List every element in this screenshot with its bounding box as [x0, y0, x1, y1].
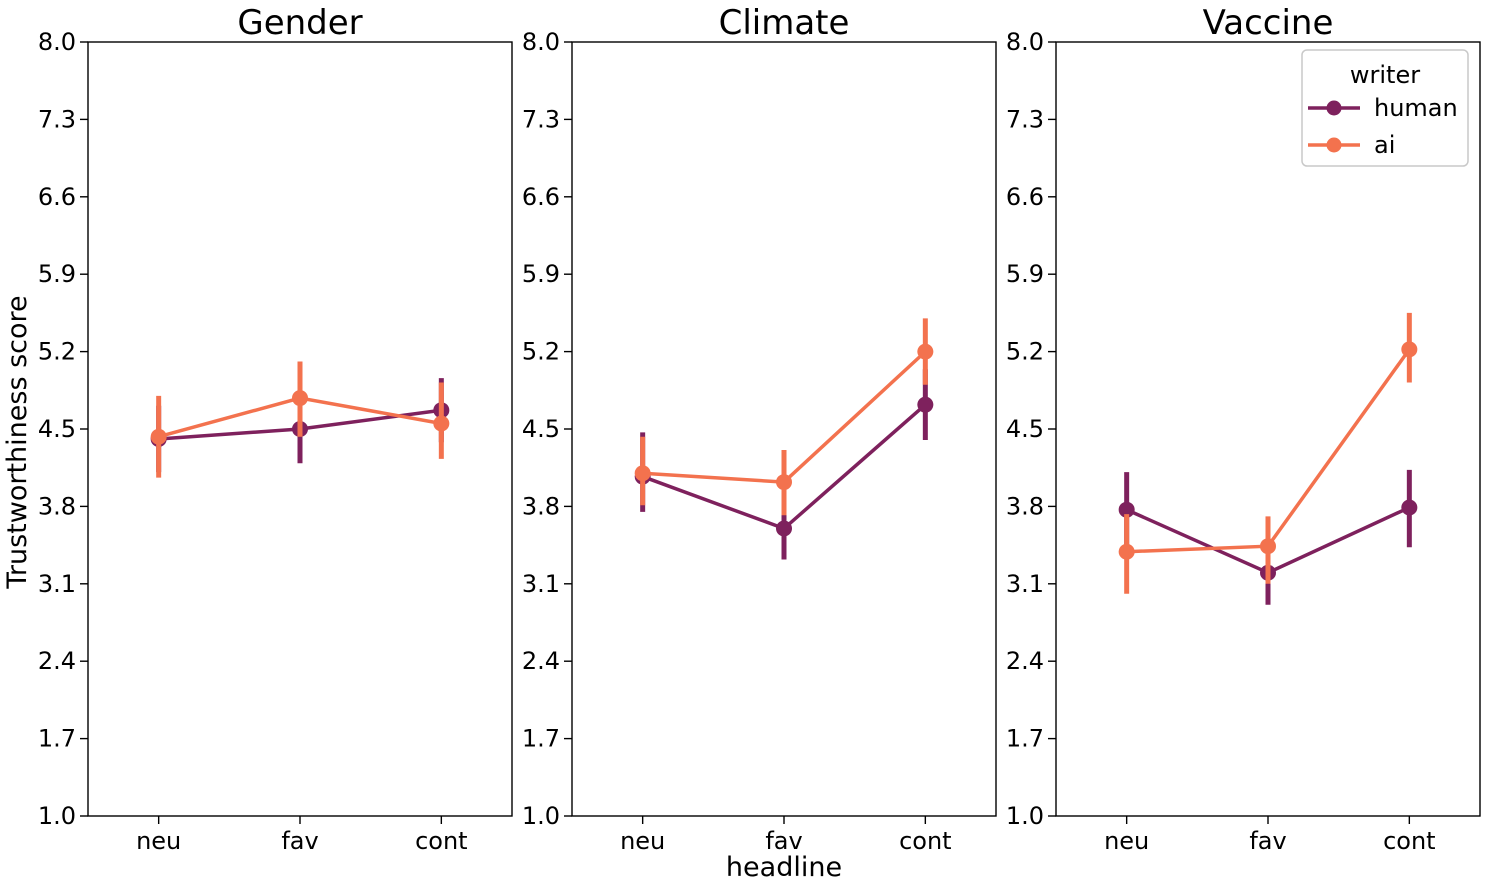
legend: writer human ai: [1301, 49, 1469, 167]
y-tick-label: 3.1: [522, 570, 560, 598]
panel-title: Vaccine: [1203, 3, 1334, 43]
y-tick-label: 7.3: [522, 105, 560, 133]
y-tick-label: 4.5: [522, 415, 560, 443]
y-tick-label: 1.0: [522, 802, 560, 830]
y-tick-label: 4.5: [38, 415, 76, 443]
y-tick-label: 5.9: [522, 260, 560, 288]
panel-vaccine: 8.0 7.3 6.6 5.9 5.2 4.5 3.8 3.1 2.4 1.7 1.0 neu fav c…: [1006, 3, 1481, 855]
data-point-ai: [150, 428, 167, 445]
x-tick-label: neu: [1104, 827, 1149, 855]
data-point-ai: [1401, 341, 1418, 358]
legend-box: [1301, 49, 1469, 167]
data-point-ai: [292, 390, 308, 407]
x-tick-label: fav: [1249, 827, 1286, 855]
x-axis-label: headline: [726, 852, 842, 883]
data-point-ai: [1118, 543, 1135, 560]
x-tick-label: cont: [899, 827, 952, 855]
y-tick-label: 1.0: [1006, 802, 1044, 830]
x-tick-label: neu: [620, 827, 665, 855]
x-tick-label: fav: [281, 827, 318, 855]
y-tick-label: 5.2: [38, 338, 76, 366]
y-tick-label: 3.8: [1006, 492, 1044, 520]
series-ai: [634, 318, 934, 516]
y-tick-label: 6.6: [1006, 183, 1044, 211]
data-point-ai: [433, 415, 450, 432]
y-tick-label: 8.0: [38, 28, 76, 56]
y-tick-label: 2.4: [522, 647, 560, 675]
series-ai: [1118, 312, 1418, 594]
x-tick-label: fav: [765, 827, 802, 855]
panel-title: Gender: [237, 3, 362, 43]
legend-title: writer: [1350, 61, 1420, 89]
y-tick-label: 5.2: [1006, 338, 1044, 366]
panel-gender: 8.0 7.3 6.6 5.9 5.2 4.5 3.8 3.1 2.4 1.7 1.0 neu fav c…: [38, 3, 513, 855]
data-point-human: [776, 520, 792, 537]
legend-label-ai: ai: [1374, 131, 1395, 159]
x-tick-label: neu: [136, 827, 181, 855]
y-tick-label: 3.1: [1006, 570, 1044, 598]
data-point-human: [1401, 499, 1418, 516]
y-tick-label: 5.9: [38, 260, 76, 288]
y-tick-label: 1.7: [1006, 725, 1044, 753]
data-point-human: [917, 396, 934, 413]
data-point-human: [1118, 501, 1135, 518]
data-point-ai: [1260, 538, 1276, 555]
y-tick-label: 6.6: [522, 183, 560, 211]
panel-title: Climate: [719, 3, 850, 43]
x-tick-label: cont: [1383, 827, 1436, 855]
data-point-ai: [776, 474, 792, 491]
y-tick-label: 3.8: [38, 492, 76, 520]
data-point-ai: [917, 343, 934, 360]
legend-label-human: human: [1374, 94, 1458, 122]
y-tick-label: 1.7: [38, 725, 76, 753]
y-tick-label: 5.2: [522, 338, 560, 366]
y-tick-label: 8.0: [522, 28, 560, 56]
series-ai: [150, 361, 450, 478]
y-tick-label: 1.0: [38, 802, 76, 830]
legend-marker-ai: [1326, 137, 1342, 153]
legend-marker-human: [1326, 100, 1342, 116]
y-axis-label: Trustworthiness score: [2, 295, 33, 589]
legend-item-human: human: [1308, 94, 1458, 122]
y-tick-label: 5.9: [1006, 260, 1044, 288]
y-tick-label: 4.5: [1006, 415, 1044, 443]
x-tick-label: cont: [415, 827, 468, 855]
y-tick-label: 8.0: [1006, 28, 1044, 56]
y-tick-label: 3.8: [522, 492, 560, 520]
y-tick-label: 6.6: [38, 183, 76, 211]
data-point-ai: [634, 465, 651, 482]
y-tick-label: 2.4: [38, 647, 76, 675]
y-tick-label: 7.3: [1006, 105, 1044, 133]
axes-frame: [571, 41, 997, 817]
y-tick-label: 3.1: [38, 570, 76, 598]
y-tick-label: 1.7: [522, 725, 560, 753]
panel-climate: 8.0 7.3 6.6 5.9 5.2 4.5 3.8 3.1 2.4 1.7 1.0 neu fav c…: [522, 3, 997, 855]
y-tick-label: 7.3: [38, 105, 76, 133]
legend-item-ai: ai: [1308, 131, 1395, 159]
y-tick-label: 2.4: [1006, 647, 1044, 675]
